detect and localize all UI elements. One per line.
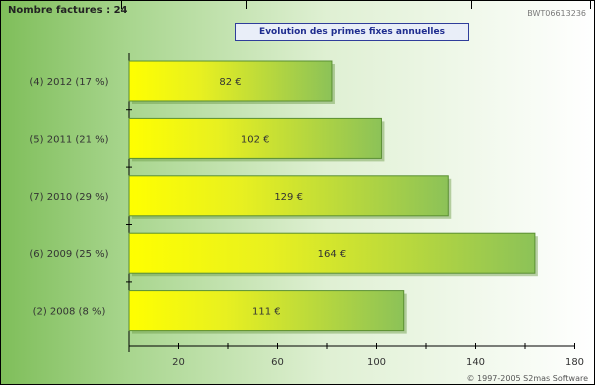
value-label: 82 €	[219, 77, 241, 88]
x-tick-label: 180	[565, 357, 584, 368]
value-label: 111 €	[252, 307, 281, 318]
bar	[128, 175, 449, 217]
bar	[128, 60, 333, 102]
chart-title: Evolution des primes fixes annuelles	[235, 23, 469, 41]
category-label: (4) 2012 (17 %)	[29, 77, 108, 88]
bar	[128, 290, 405, 332]
x-tick-label: 20	[172, 357, 185, 368]
category-label: (6) 2009 (25 %)	[29, 249, 108, 260]
value-label: 129 €	[274, 192, 303, 203]
top-divider-mark	[121, 1, 122, 9]
reference-code: BWT06613236	[527, 9, 586, 18]
value-label: 164 €	[318, 249, 347, 260]
x-tick-label: 60	[271, 357, 284, 368]
invoice-count: Nombre factures : 24	[8, 5, 128, 16]
x-tick-label: 100	[367, 357, 386, 368]
bar	[128, 117, 382, 159]
top-divider-mark	[471, 1, 472, 9]
value-label: 102 €	[241, 134, 270, 145]
category-label: (5) 2011 (21 %)	[29, 134, 108, 145]
top-divider-mark	[246, 1, 247, 9]
bar	[128, 232, 536, 274]
category-label: (2) 2008 (8 %)	[33, 307, 106, 318]
top-divider-mark	[590, 1, 591, 9]
category-label: (7) 2010 (29 %)	[29, 192, 108, 203]
copyright-notice: © 1997-2005 S2mas Software	[466, 374, 588, 383]
x-tick-label: 140	[466, 357, 485, 368]
